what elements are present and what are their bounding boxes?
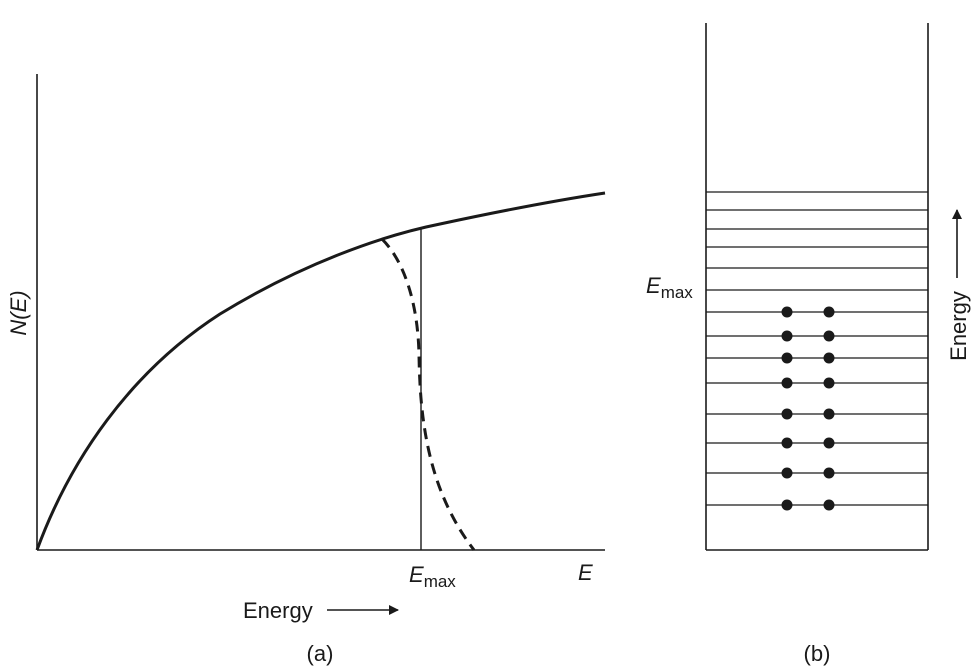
electron-dot [823, 467, 835, 479]
electron-dot [823, 352, 835, 364]
y-axis-label: N(E) [6, 290, 31, 335]
x-axis-label: Energy [243, 598, 313, 623]
panel-a: N(E) Emax E Energy (a) [6, 74, 606, 666]
emax-label-a-sub: max [424, 572, 457, 591]
electron-dot [781, 330, 793, 342]
caption-b: (b) [804, 641, 831, 666]
emax-label-b-main: E [646, 273, 661, 298]
electron-dot [781, 408, 793, 420]
electron-dot [823, 330, 835, 342]
electron-dot [823, 499, 835, 511]
energy-label-b: Energy [946, 291, 971, 361]
electron-dot [781, 352, 793, 364]
caption-a: (a) [307, 641, 334, 666]
electron-dot [781, 306, 793, 318]
electron-dot [781, 467, 793, 479]
density-of-states-curve [35, 191, 606, 551]
electron-dot [781, 437, 793, 449]
emax-label-b: Emax [646, 273, 693, 302]
electron-dot [823, 306, 835, 318]
emax-label-b-sub: max [661, 283, 694, 302]
emax-label-a-main: E [409, 562, 424, 587]
electron-dot [781, 499, 793, 511]
electron-dot [823, 377, 835, 389]
electron-dot [823, 408, 835, 420]
fermi-distribution-dashed-curve [380, 237, 476, 551]
electron-dot [823, 437, 835, 449]
energy-levels [706, 191, 928, 511]
electron-dot [781, 377, 793, 389]
emax-label-a: Emax [409, 562, 456, 591]
panel-b: Emax Energy (b) [646, 23, 971, 666]
x-end-label: E [578, 560, 593, 585]
